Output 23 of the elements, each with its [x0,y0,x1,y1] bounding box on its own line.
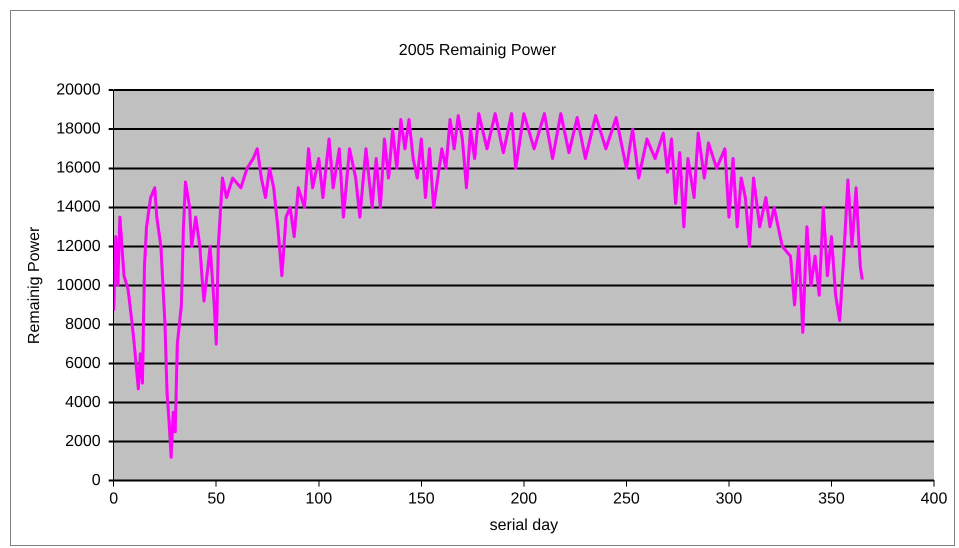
y-tick-label: 18000 [56,120,101,138]
x-tick-label: 150 [408,490,435,508]
y-tick-label: 0 [92,472,101,490]
x-tick-label: 350 [818,490,845,508]
x-tick-label: 0 [109,490,118,508]
x-tick-label: 200 [510,490,538,508]
y-axis-title: Remainig Power [26,226,44,344]
y-tick-label: 16000 [56,160,101,177]
y-tick-label: 8000 [65,316,101,333]
x-tick-label: 250 [613,490,640,508]
y-tick-label: 20000 [56,82,101,99]
y-tick-label: 12000 [56,238,101,255]
x-axis-title: serial day [490,516,558,534]
y-tick-label: 4000 [65,394,101,411]
y-tick-label: 6000 [65,354,101,372]
y-tick-label: 14000 [56,198,101,216]
x-tick-label: 400 [920,490,948,508]
x-tick-label: 300 [716,490,742,508]
y-tick-label: 2000 [65,432,101,450]
y-tick-label: 10000 [56,276,101,294]
chart-title: 2005 Remainig Power [398,42,557,60]
x-tick-label: 50 [207,490,226,508]
x-tick-label: 100 [305,490,332,508]
